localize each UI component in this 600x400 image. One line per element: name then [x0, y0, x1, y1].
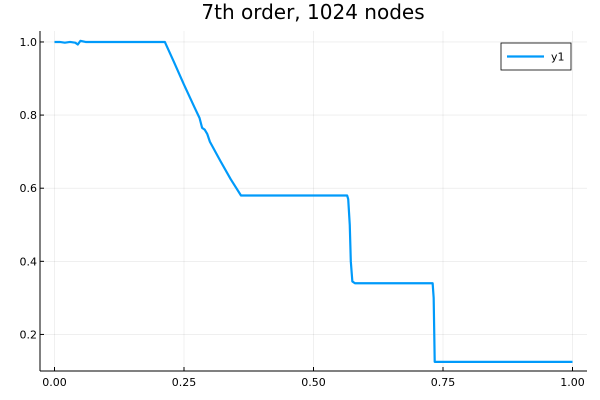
y-tick-label: 0.4: [20, 255, 38, 268]
y-tick-label: 0.8: [20, 109, 38, 122]
grid-lines: [40, 31, 587, 371]
legend-label-y1: y1: [551, 51, 565, 64]
y-tick-label: 0.6: [20, 182, 38, 195]
tick-labels: 0.00 0.25 0.50 0.75 1.00 0.2 0.4 0.6 0.8 1.0: [20, 36, 585, 389]
chart-title: 7th order, 1024 nodes: [201, 0, 424, 24]
x-tick-label: 0.00: [42, 376, 67, 389]
series-lines: [54, 39, 573, 363]
series-line-y1: [54, 39, 573, 363]
legend: y1: [500, 42, 572, 71]
y-tick-label: 1.0: [20, 36, 38, 49]
x-tick-label: 0.25: [172, 376, 197, 389]
x-tick-label: 0.75: [431, 376, 456, 389]
x-tick-label: 0.50: [301, 376, 326, 389]
x-tick-label: 1.00: [560, 376, 585, 389]
axes: [39, 31, 587, 372]
y-tick-label: 0.2: [20, 328, 38, 341]
